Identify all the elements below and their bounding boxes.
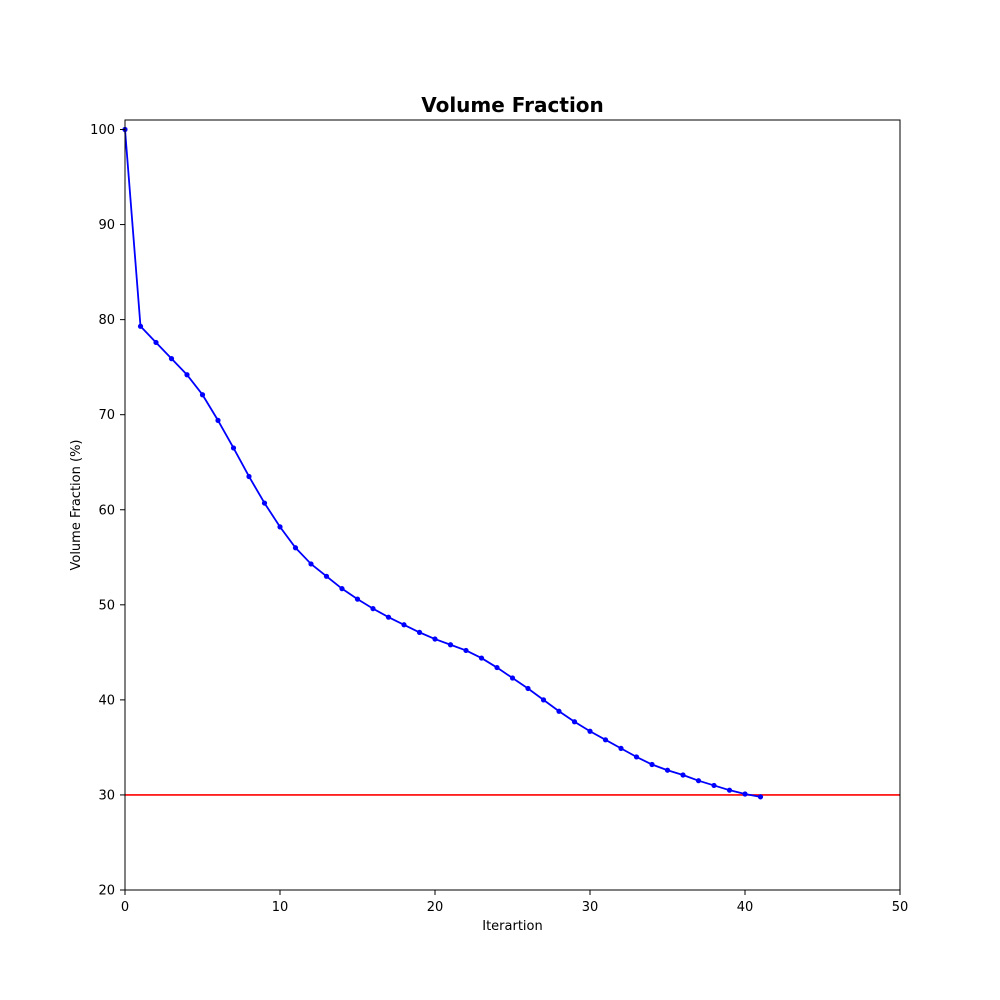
data-point bbox=[463, 647, 469, 654]
data-point bbox=[649, 761, 655, 768]
y-tick-label: 80 bbox=[98, 313, 115, 328]
x-tick-label: 30 bbox=[582, 900, 599, 915]
y-tick-label: 30 bbox=[98, 788, 115, 803]
data-point bbox=[308, 561, 314, 567]
data-point bbox=[726, 787, 733, 793]
y-tick-label: 60 bbox=[98, 503, 115, 518]
data-point bbox=[199, 392, 206, 398]
x-tick-label: 20 bbox=[427, 900, 444, 915]
data-point bbox=[261, 500, 268, 506]
data-point bbox=[494, 664, 500, 671]
series-layer bbox=[122, 126, 764, 800]
data-point bbox=[432, 636, 438, 642]
data-point bbox=[277, 524, 283, 530]
y-axis-label: Volume Fraction (%) bbox=[69, 439, 84, 570]
data-point bbox=[370, 606, 376, 612]
data-point bbox=[215, 417, 221, 423]
data-point bbox=[757, 794, 764, 800]
y-tick-label: 20 bbox=[98, 884, 115, 899]
data-point bbox=[540, 697, 547, 703]
data-point bbox=[401, 622, 407, 628]
data-point bbox=[230, 445, 237, 451]
data-point bbox=[184, 372, 190, 378]
y-axis-ticks: 20 30 40 50 60 70 80 90 100 bbox=[90, 123, 125, 899]
y-tick-label: 40 bbox=[98, 693, 115, 708]
series-line bbox=[124, 129, 761, 798]
x-tick-label: 50 bbox=[892, 900, 909, 915]
data-point bbox=[137, 323, 144, 329]
y-tick-label: 90 bbox=[98, 218, 115, 233]
y-tick-label: 100 bbox=[90, 123, 115, 138]
data-point bbox=[168, 356, 175, 362]
data-point bbox=[711, 782, 717, 789]
chart-title: Volume Fraction bbox=[421, 93, 604, 117]
data-point bbox=[385, 614, 392, 620]
data-point bbox=[292, 545, 299, 551]
data-point bbox=[695, 778, 702, 784]
data-point bbox=[246, 473, 252, 480]
data-point bbox=[618, 745, 624, 751]
x-tick-label: 0 bbox=[121, 900, 129, 915]
data-point bbox=[633, 754, 640, 760]
data-point bbox=[680, 772, 686, 778]
data-point bbox=[571, 719, 578, 725]
data-point bbox=[323, 573, 330, 579]
x-axis-ticks: 0 10 20 30 40 50 bbox=[121, 890, 908, 915]
data-point bbox=[447, 642, 454, 648]
data-point bbox=[354, 596, 361, 602]
data-point bbox=[664, 767, 671, 773]
data-point bbox=[478, 655, 485, 661]
data-point bbox=[587, 728, 593, 734]
data-point bbox=[525, 685, 531, 692]
plot-frame bbox=[124, 119, 901, 891]
x-tick-label: 40 bbox=[737, 900, 754, 915]
data-point bbox=[339, 586, 345, 592]
data-point bbox=[416, 629, 423, 635]
x-axis-label: Iterartion bbox=[482, 919, 543, 934]
data-point bbox=[556, 708, 562, 714]
y-tick-label: 50 bbox=[98, 598, 115, 613]
data-point bbox=[742, 791, 748, 797]
y-tick-label: 70 bbox=[98, 408, 115, 423]
x-tick-label: 10 bbox=[272, 900, 289, 915]
data-point bbox=[509, 675, 516, 681]
data-point bbox=[153, 339, 159, 346]
data-point bbox=[602, 737, 609, 743]
